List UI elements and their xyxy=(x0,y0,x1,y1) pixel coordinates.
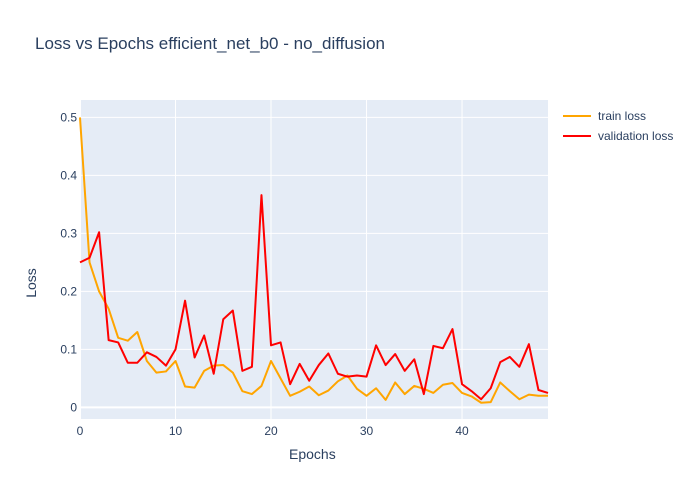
legend-label-train-loss: train loss xyxy=(598,109,647,123)
legend-item-validation-loss[interactable]: validation loss xyxy=(563,126,673,146)
legend-swatch-train-loss xyxy=(563,115,591,117)
legend[interactable]: train loss validation loss xyxy=(563,106,673,146)
y-tick-label: 0.5 xyxy=(60,110,77,124)
y-axis-title: Loss xyxy=(22,268,39,298)
x-tick-label: 10 xyxy=(169,424,183,438)
series-line-validation-loss[interactable] xyxy=(79,194,549,401)
x-tick-label: 0 xyxy=(77,424,84,438)
series-lines[interactable] xyxy=(79,117,549,404)
y-tick-label: 0 xyxy=(70,400,77,414)
x-tick-label: 30 xyxy=(360,424,374,438)
x-tick-label: 20 xyxy=(264,424,278,438)
grid-lines xyxy=(79,100,548,419)
series-line-train-loss[interactable] xyxy=(79,117,548,404)
y-tick-label: 0.3 xyxy=(60,226,77,240)
tick-labels: 0 0.1 0.2 0.3 0.4 0.5 0 10 20 30 40 xyxy=(60,110,469,438)
chart-title: Loss vs Epochs efficient_net_b0 - no_dif… xyxy=(35,34,385,53)
plot-background xyxy=(80,100,548,419)
legend-swatch-validation-loss xyxy=(563,135,591,137)
legend-item-train-loss[interactable]: train loss xyxy=(563,106,673,126)
legend-label-validation-loss: validation loss xyxy=(598,129,674,143)
x-tick-label: 40 xyxy=(455,424,469,438)
x-axis-title: Epochs xyxy=(289,446,336,462)
y-tick-label: 0.2 xyxy=(60,284,77,298)
y-tick-label: 0.1 xyxy=(60,342,77,356)
y-tick-label: 0.4 xyxy=(60,168,77,182)
